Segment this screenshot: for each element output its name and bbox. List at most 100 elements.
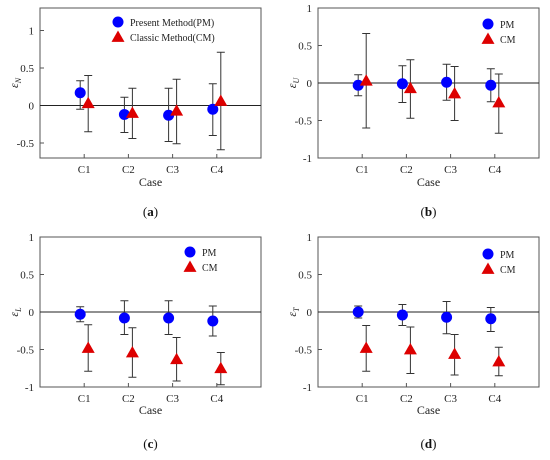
data-point-c3 — [448, 87, 462, 99]
panel-label-part: a — [147, 204, 154, 219]
x-tick-label: C1 — [356, 164, 369, 176]
data-point-c2 — [125, 106, 139, 118]
y-tick-label: 0 — [29, 307, 35, 319]
data-point-c2 — [396, 78, 408, 90]
x-tick-label: C2 — [122, 393, 135, 405]
data-point-c4 — [492, 96, 506, 108]
x-tick-label: C1 — [78, 393, 91, 405]
y-tick-label: -1 — [303, 382, 312, 394]
panel-label-part: d — [425, 436, 433, 451]
y-tick-label: -0.5 — [295, 345, 313, 357]
y-tick-label: 0.5 — [298, 270, 312, 282]
y-axis-label-subscript: U — [292, 77, 301, 84]
y-tick-label: -1 — [303, 153, 312, 165]
y-tick-label: -0.5 — [295, 116, 313, 128]
x-tick-label: C1 — [78, 164, 91, 176]
legend-label: PM — [500, 20, 515, 31]
y-axis-label: εT — [285, 307, 301, 317]
panel-label: (c) — [143, 436, 157, 451]
data-point-c4 — [485, 313, 497, 325]
y-tick-label: 1 — [307, 3, 313, 15]
legend-marker-triangle — [481, 32, 495, 44]
legend-label: Present Method(PM) — [130, 18, 214, 29]
data-point-c4 — [485, 79, 497, 91]
y-axis-label-subscript: N — [14, 77, 23, 84]
y-tick-label: 0.5 — [20, 270, 34, 282]
data-point-c2 — [403, 343, 417, 355]
y-tick-label: 1 — [29, 26, 35, 38]
panel-label-part: ( — [143, 436, 147, 451]
data-point-c1 — [352, 306, 364, 318]
data-point-c4 — [492, 355, 506, 367]
x-tick-label: C3 — [444, 393, 457, 405]
legend: PM CM — [183, 246, 218, 274]
x-axis-label: Case — [139, 175, 162, 189]
legend: Present Method(PM) Classic Method(CM) — [111, 16, 215, 44]
data-point-c4 — [214, 361, 228, 374]
x-axis-label: Case — [139, 403, 162, 417]
panel-label: (d) — [421, 436, 437, 451]
panel-label-part: b — [425, 204, 432, 219]
data-point-c4 — [214, 94, 228, 106]
data-point-c3 — [448, 347, 462, 359]
panel-label-part: ( — [421, 436, 425, 451]
legend-marker-circle — [112, 16, 124, 28]
y-tick-label: 1 — [29, 232, 35, 244]
data-point-c2 — [125, 346, 139, 358]
data-point-c1 — [81, 341, 95, 353]
chart-panel-b: -1 -0.5 0 0.5 1 C1 C2 C3 C4 PM CM εU Case (b) — [285, 3, 540, 219]
legend: PM CM — [481, 248, 516, 276]
legend-label: PM — [202, 248, 217, 259]
panel-label-part: ) — [153, 436, 157, 451]
legend-marker-triangle — [111, 30, 125, 42]
data-point-c2 — [118, 312, 130, 324]
legend-label: Classic Method(CM) — [130, 33, 215, 44]
legend-marker-triangle — [183, 260, 197, 272]
y-tick-label: -0.5 — [17, 138, 35, 150]
legend-marker-circle — [482, 248, 494, 260]
y-axis-label: εN — [7, 77, 23, 88]
panel-label-part: c — [148, 436, 154, 451]
panel-label: (b) — [421, 204, 437, 219]
plot-frame — [39, 7, 262, 159]
data-point-c1 — [359, 74, 373, 86]
y-tick-label: 0 — [29, 101, 35, 113]
legend-marker-circle — [184, 246, 196, 258]
y-tick-label: -1 — [25, 382, 34, 394]
x-tick-label: C4 — [210, 393, 223, 405]
y-tick-label: 0 — [307, 307, 313, 319]
data-point-c1 — [352, 79, 364, 91]
legend-label: CM — [202, 263, 218, 274]
y-axis-label-subscript: L — [14, 307, 23, 313]
y-tick-label: -0.5 — [17, 345, 35, 357]
y-axis-label: εL — [7, 307, 23, 317]
data-point-c2 — [396, 309, 408, 321]
data-point-c1 — [74, 87, 86, 99]
data-point-c3 — [441, 311, 453, 323]
data-point-c1 — [359, 341, 373, 353]
y-tick-label: 0.5 — [20, 63, 34, 75]
data-point-c2 — [403, 81, 417, 94]
x-tick-label: C2 — [122, 164, 135, 176]
data-point-c3 — [170, 352, 184, 365]
x-tick-label: C4 — [488, 393, 501, 405]
data-point-c4 — [207, 103, 219, 115]
legend-label: CM — [500, 265, 516, 276]
chart-panel-d: -1 -0.5 0 0.5 1 C1 C2 C3 C4 PM CM εT Case (d) — [285, 232, 540, 451]
x-axis-label: Case — [417, 403, 440, 417]
data-point-c4 — [207, 315, 219, 327]
y-axis-label: εU — [285, 77, 301, 89]
data-point-c1 — [74, 308, 86, 320]
data-point-c1 — [81, 96, 95, 109]
panel-label-part: ) — [432, 436, 436, 451]
x-tick-label: C3 — [166, 393, 179, 405]
y-tick-label: 0 — [307, 78, 313, 90]
x-tick-label: C4 — [210, 164, 223, 176]
data-point-c3 — [163, 109, 175, 121]
chart-panel-a: -0.5 0 0.5 1 C1 C2 C3 C4 Present Method(PM) Class… — [7, 7, 262, 219]
x-tick-label: C2 — [400, 393, 413, 405]
panel-label: (a) — [143, 204, 158, 219]
legend: PM CM — [481, 18, 516, 46]
